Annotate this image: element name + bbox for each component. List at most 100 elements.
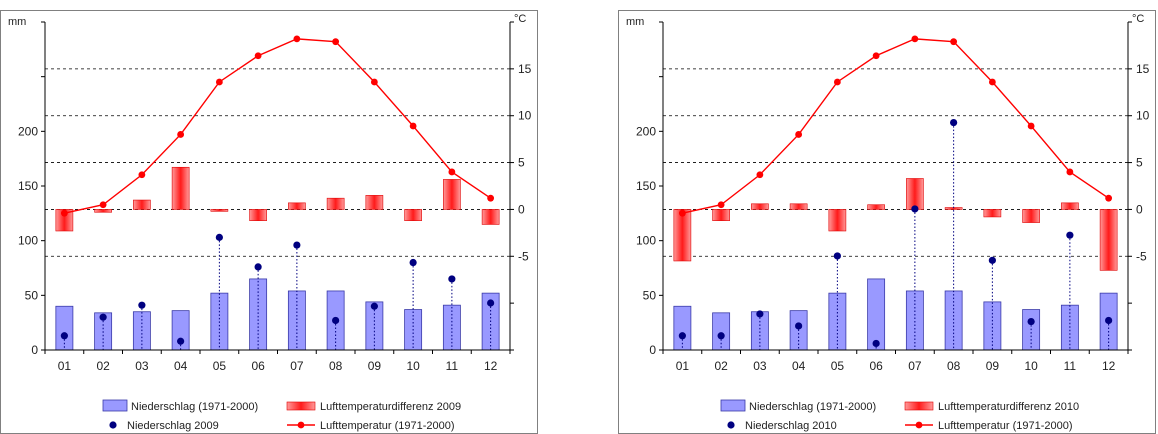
- precip-point: [448, 275, 456, 283]
- temp-normal-point: [332, 38, 340, 46]
- left-tick-label: 50: [25, 288, 39, 302]
- precip-point: [177, 337, 185, 345]
- climate-chart-left: 0 50 100 150 200 -5 0 5 10 15 mm °C 01 02 03 04 05 06 07 08…: [0, 0, 540, 434]
- left-axis-unit: mm: [8, 16, 26, 28]
- x-tick-label: 02: [96, 359, 110, 373]
- temp-diff-bar: [828, 209, 847, 232]
- precip-point: [678, 332, 686, 340]
- precip-point: [1105, 316, 1113, 325]
- x-tick-label: 08: [947, 359, 961, 373]
- temp-diff-bar: [673, 209, 692, 262]
- temp-diff-bar: [94, 209, 112, 213]
- temp-diff-bar: [133, 199, 151, 210]
- x-tick-label: 06: [251, 359, 265, 373]
- temp-diff-bar: [326, 197, 345, 210]
- temp-diff-bar: [210, 209, 229, 212]
- x-tick-label: 01: [58, 359, 72, 373]
- temp-normal-point: [833, 78, 841, 86]
- precip-point: [370, 302, 378, 310]
- left-tick-label: 50: [643, 288, 657, 302]
- precip-point: [833, 252, 841, 260]
- temp-normal-point: [448, 168, 456, 176]
- precip-point: [1027, 317, 1035, 326]
- x-tick-label: 10: [1024, 359, 1038, 373]
- left-tick-label: 0: [649, 343, 656, 357]
- temp-normal-point: [756, 171, 764, 179]
- precip-normal-bar: [287, 290, 306, 351]
- left-tick-label: 100: [636, 234, 656, 248]
- precip-point: [487, 299, 495, 307]
- precip-point: [1066, 231, 1074, 239]
- legend-swatch-precip-normal: [720, 399, 746, 412]
- left-tick-label: 200: [18, 124, 38, 138]
- temp-normal-point: [177, 131, 185, 138]
- x-tick-label: 04: [174, 359, 188, 373]
- x-tick-label: 07: [290, 359, 304, 373]
- right-tick-label: -5: [1136, 249, 1147, 263]
- x-tick-label: 09: [368, 359, 382, 373]
- left-tick-label: 150: [636, 179, 656, 193]
- right-tick-label: 0: [1136, 202, 1143, 216]
- left-tick-label: 0: [31, 343, 38, 357]
- temp-diff-bar: [983, 209, 1002, 218]
- precip-point: [872, 339, 880, 348]
- temp-normal-point: [988, 78, 996, 86]
- legend-swatch-temp-point: [915, 421, 923, 429]
- legend-swatch-precip-year: [109, 421, 117, 429]
- temp-normal-point: [1066, 168, 1074, 176]
- x-tick-label: 03: [135, 359, 149, 373]
- temp-normal-point: [370, 78, 378, 86]
- precip-point: [911, 205, 919, 213]
- temp-diff-bar: [171, 166, 190, 210]
- precip-normal-bar: [249, 278, 268, 351]
- temp-diff-bar: [867, 204, 885, 210]
- x-tick-label: 12: [1102, 359, 1116, 373]
- precip-point: [756, 310, 764, 318]
- x-tick-label: 10: [406, 359, 420, 373]
- climate-chart-right: 0 50 100 150 200 -5 0 5 10 15 mm °C 01 02 03 04 05 06 07 08…: [618, 0, 1158, 434]
- legend-swatch-temp-diff: [904, 401, 934, 411]
- precip-point: [988, 256, 996, 264]
- legend-label-precip-normal: Niederschlag (1971-2000): [131, 401, 258, 413]
- temp-normal-point: [911, 35, 919, 43]
- temp-normal-line: [64, 38, 492, 214]
- temp-normal-point: [487, 194, 495, 202]
- temp-diff-bar: [55, 209, 74, 232]
- x-tick-label: 03: [753, 359, 767, 373]
- temp-normal-point: [1027, 122, 1035, 130]
- legend-swatch-precip-normal: [102, 399, 128, 412]
- temp-diff-bar: [288, 202, 306, 210]
- right-tick-label: 5: [518, 156, 525, 170]
- legend-swatch-temp-diff: [286, 401, 316, 411]
- right-tick-label: 5: [1136, 156, 1143, 170]
- precip-point: [717, 332, 725, 340]
- temp-diff-bar: [1099, 209, 1118, 271]
- chart-frame: [618, 10, 1156, 434]
- legend-label-temp-normal: Lufttemperatur (1971-2000): [938, 420, 1073, 432]
- temp-normal-point: [717, 201, 725, 209]
- temp-normal-point: [293, 35, 301, 43]
- x-tick-label: 02: [714, 359, 728, 373]
- legend-label-precip-year: Niederschlag 2010: [745, 420, 837, 432]
- right-axis-unit: °C: [1132, 13, 1144, 25]
- legend-swatch-temp-point: [297, 421, 305, 429]
- left-axis-unit: mm: [626, 16, 644, 28]
- temp-normal-point: [1105, 194, 1113, 202]
- temp-normal-point: [99, 201, 107, 209]
- legend-label-precip-normal: Niederschlag (1971-2000): [749, 401, 876, 413]
- x-tick-label: 07: [908, 359, 922, 373]
- temp-diff-bar: [1061, 202, 1079, 210]
- left-tick-label: 100: [18, 234, 38, 248]
- left-tick-label: 150: [18, 179, 38, 193]
- temp-normal-point: [950, 38, 958, 46]
- precip-point: [332, 316, 340, 325]
- legend-label-temp-normal: Lufttemperatur (1971-2000): [320, 420, 455, 432]
- temp-normal-point: [215, 78, 223, 86]
- temp-normal-point: [872, 52, 880, 60]
- precip-point: [409, 258, 417, 267]
- legend-label-temp-diff: Lufttemperaturdifferenz 2009: [320, 401, 461, 413]
- temp-diff-bar: [443, 179, 461, 210]
- temp-diff-bar: [712, 209, 730, 221]
- x-tick-label: 05: [831, 359, 845, 373]
